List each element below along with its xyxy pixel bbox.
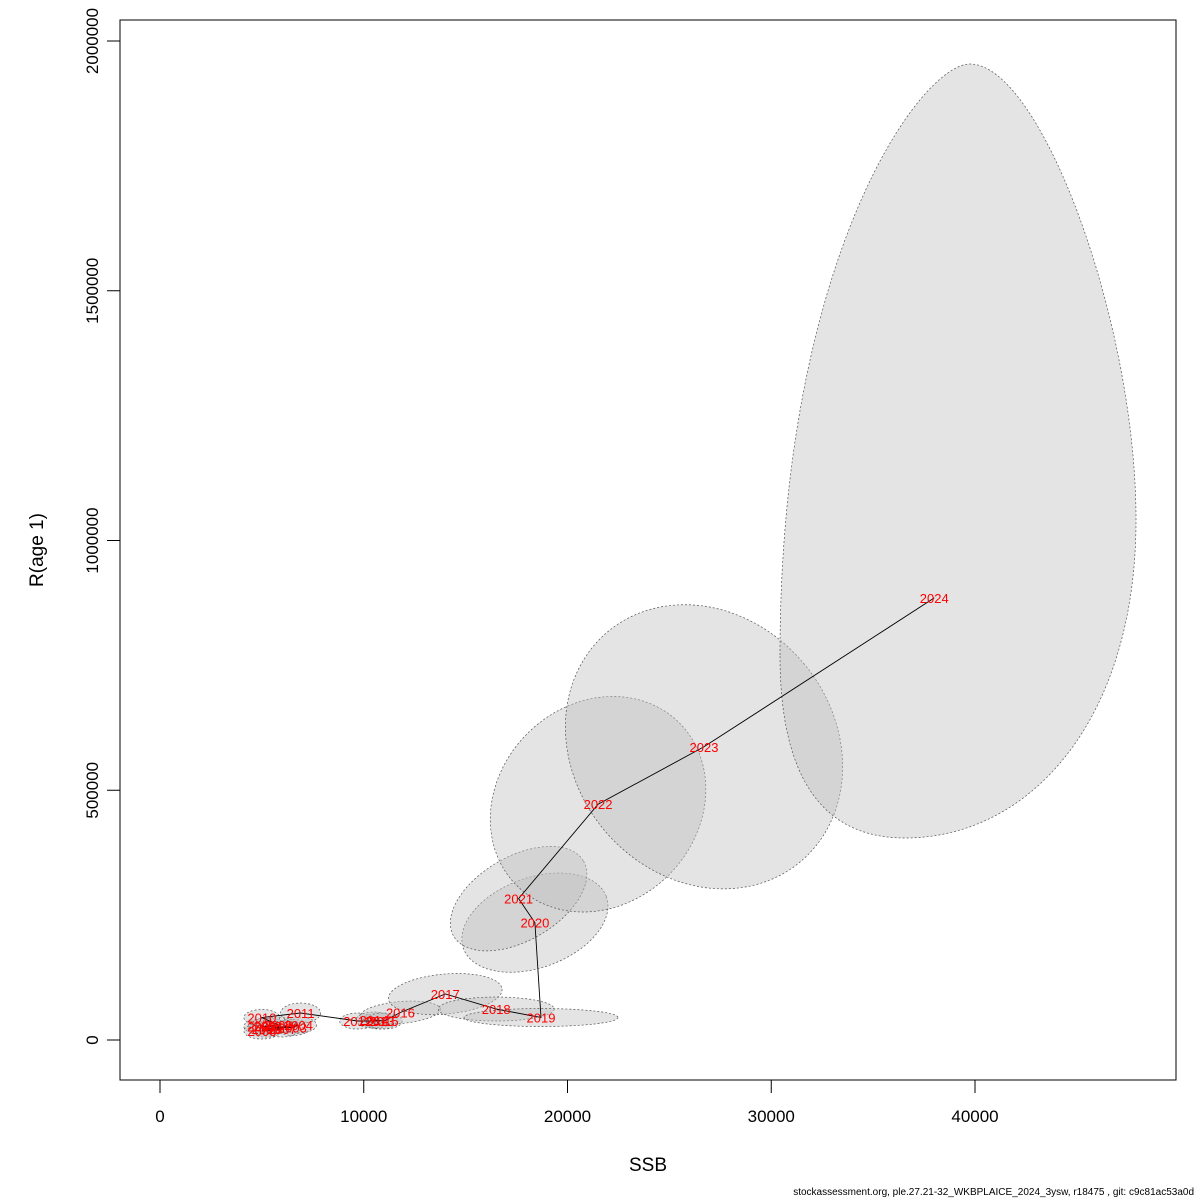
year-label-2015: 2015 [370, 1014, 399, 1029]
year-label-2005: 2005 [251, 1022, 280, 1037]
year-label-2020: 2020 [520, 916, 549, 931]
x-tick-label-10000: 10000 [340, 1107, 387, 1126]
year-label-2013: 2013 [366, 1014, 395, 1029]
y-axis-title: R(age 1) [27, 513, 48, 587]
year-label-2022: 2022 [584, 797, 613, 812]
year-label-2008: 2008 [254, 1019, 283, 1034]
y-tick-label-1000000: 1000000 [83, 507, 102, 573]
year-label-2018: 2018 [482, 1002, 511, 1017]
x-tick-label-30000: 30000 [748, 1107, 795, 1126]
year-label-2010: 2010 [247, 1011, 276, 1026]
year-label-2009: 2009 [264, 1018, 293, 1033]
year-label-2002: 2002 [247, 1020, 276, 1035]
year-label-2016: 2016 [386, 1006, 415, 1021]
y-tick-label-2000000: 2000000 [83, 8, 102, 74]
y-tick-label-1500000: 1500000 [83, 258, 102, 324]
year-label-2004: 2004 [284, 1018, 313, 1033]
x-tick-label-20000: 20000 [544, 1107, 591, 1126]
x-axis: 0 10000 20000 30000 40000 [155, 1079, 999, 1126]
y-tick-label-500000: 500000 [83, 762, 102, 819]
y-axis: 0 500000 1000000 1500000 2000000 [83, 8, 121, 1045]
year-label-2024: 2024 [920, 591, 949, 606]
year-label-2014: 2014 [359, 1013, 388, 1028]
trajectory-polyline [260, 597, 935, 1032]
year-label-2023: 2023 [690, 740, 719, 755]
year-label-2006: 2006 [247, 1024, 276, 1039]
trajectory-line [260, 597, 935, 1032]
year-label-2003: 2003 [278, 1021, 307, 1036]
y-tick-label-0: 0 [83, 1035, 102, 1044]
confidence-ellipses [243, 63, 1137, 1040]
year-label-2021: 2021 [504, 892, 533, 907]
x-tick-label-40000: 40000 [951, 1107, 998, 1126]
year-label-2017: 2017 [431, 987, 460, 1002]
footer-attribution: stockassessment.org, ple.27.21-32_WKBPLA… [793, 1187, 1194, 1198]
ellipse-2024 [779, 63, 1137, 839]
year-label-2012: 2012 [343, 1014, 372, 1029]
year-label-2019: 2019 [527, 1011, 556, 1026]
year-label-2011: 2011 [287, 1006, 315, 1021]
x-axis-title: SSB [629, 1155, 667, 1176]
x-tick-label-0: 0 [155, 1107, 164, 1126]
year-label-2007: 2007 [268, 1022, 297, 1037]
